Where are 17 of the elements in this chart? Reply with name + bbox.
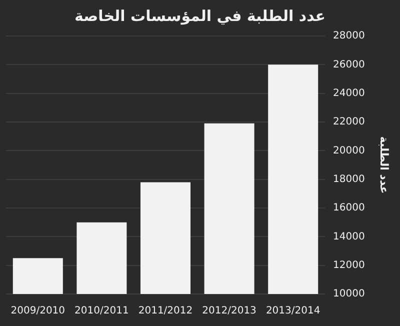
y-tick-label: 26000 (332, 59, 365, 70)
x-tick-label: 2012/2013 (202, 306, 256, 317)
y-tick-label: 16000 (332, 202, 365, 214)
y-tick-label: 20000 (332, 145, 365, 156)
y-tick-label: 10000 (332, 288, 365, 300)
y-tick-label: 24000 (332, 88, 365, 99)
y-tick-label: 12000 (332, 260, 365, 271)
y-tick-label: 18000 (332, 174, 365, 185)
x-tick-label: 2013/2014 (266, 306, 320, 317)
y-axis-title: عدد الطلبة (378, 136, 391, 194)
x-tick-label: 2009/2010 (10, 306, 66, 317)
chart-title: عدد الطلبة في المؤسسات الخاصة (74, 6, 326, 25)
y-tick-label: 14000 (332, 231, 365, 242)
y-tick-label: 28000 (332, 30, 365, 42)
y-tick-label: 22000 (332, 116, 365, 128)
x-tick-label: 2011/2012 (138, 306, 193, 317)
x-tick-label: 2010/2011 (74, 306, 129, 317)
